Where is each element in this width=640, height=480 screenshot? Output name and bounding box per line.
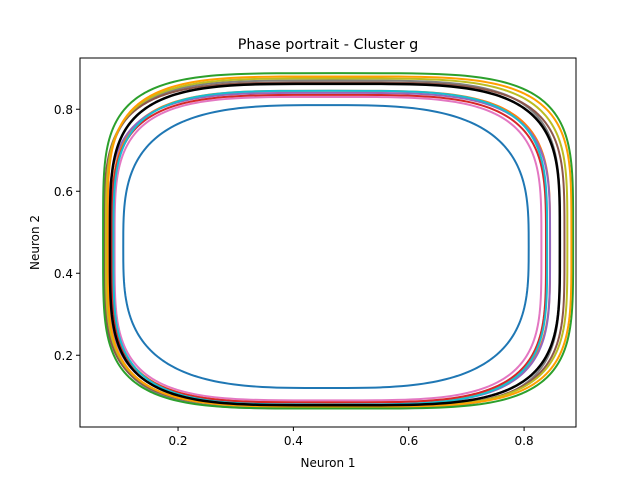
y-tick-label: 0.6 [54, 185, 73, 199]
y-tick-label: 0.2 [54, 349, 73, 363]
x-tick-label: 0.8 [515, 434, 534, 448]
x-tick-label: 0.2 [168, 434, 187, 448]
chart-title: Phase portrait - Cluster g [238, 37, 419, 53]
x-tick-label: 0.4 [284, 434, 303, 448]
x-tick-label: 0.6 [399, 434, 418, 448]
y-tick-label: 0.4 [54, 267, 73, 281]
x-axis-label: Neuron 1 [300, 456, 355, 470]
y-axis-label: Neuron 2 [28, 215, 42, 270]
y-tick-label: 0.8 [54, 103, 73, 117]
